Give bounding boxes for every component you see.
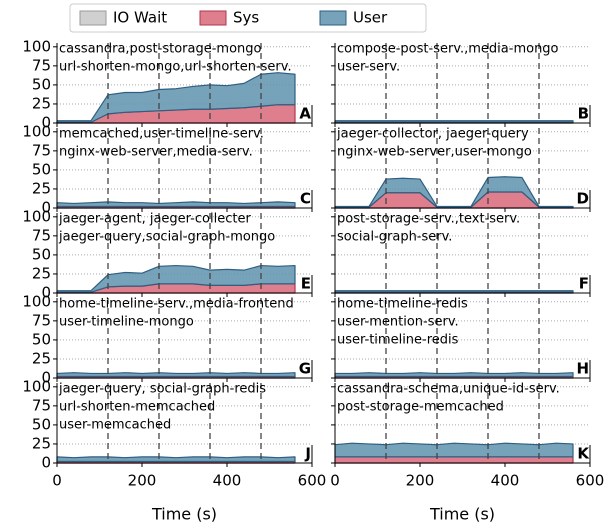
y-tick-label: 50 (32, 245, 51, 263)
y-tick-label: 0 (41, 369, 51, 387)
legend-label: IO Wait (113, 9, 167, 27)
panel-title: url-shorten-memcached (59, 400, 215, 415)
y-tick-label: 75 (32, 396, 51, 414)
panel-title: user-memcached (59, 418, 171, 433)
y-tick-label: 50 (32, 160, 51, 178)
panel-title: memcached,user-timeline-serv. (59, 127, 264, 142)
y-tick-label: 25 (32, 179, 51, 197)
x-axis-label: Time (s) (151, 505, 217, 524)
legend-swatch (79, 10, 107, 26)
y-tick-label: 75 (32, 141, 51, 159)
legend-label: User (353, 9, 388, 27)
y-tick-label: 75 (32, 56, 51, 74)
x-tick-label: 0 (52, 472, 62, 490)
x-tick-label: 400 (491, 472, 520, 490)
y-tick-label: 50 (32, 75, 51, 93)
panel-title: url-shorten-mongo,url-shorten-serv. (59, 60, 292, 75)
panel-title: home-timeline-serv.,media-frontend (59, 297, 294, 312)
panel-title: social-graph-serv. (337, 230, 452, 245)
y-tick-label: 25 (32, 264, 51, 282)
y-tick-label: 100 (22, 292, 51, 310)
panel-title: user-timeline-mongo (59, 315, 194, 330)
x-tick-label: 200 (128, 472, 157, 490)
y-tick-label: 100 (22, 207, 51, 225)
panel-title: post-storage-serv.,text-serv. (337, 212, 520, 227)
y-tick-label: 0 (41, 114, 51, 132)
panel-title: cassandra-schema,unique-id-serv. (337, 382, 560, 397)
x-tick-label: 0 (330, 472, 340, 490)
area-2 (334, 442, 574, 458)
panel-label: D (577, 190, 589, 208)
y-tick-label: 100 (22, 122, 51, 140)
panel-title: jaeger-agent, jaeger-collecter (58, 212, 251, 227)
panel-label: J (304, 445, 311, 463)
panel-title: user-mention-serv. (337, 315, 459, 330)
panel-label: K (577, 445, 590, 463)
y-tick-label: 0 (41, 199, 51, 217)
x-tick-label: 200 (406, 472, 435, 490)
area-2 (56, 72, 296, 123)
panel-label: E (301, 275, 311, 293)
x-tick-label: 600 (576, 472, 605, 490)
panel-title: jaeger-query, social-graph-redis (58, 382, 266, 397)
area-2 (334, 120, 574, 123)
area-2 (334, 176, 574, 208)
panel-title: user-timeline-redis (337, 333, 459, 348)
panel-label: C (300, 190, 311, 208)
x-axis-label: Time (s) (429, 505, 495, 524)
panel-title: jaeger-query,social-graph-mongo (58, 230, 275, 245)
panel-title: home-timeline-redis (337, 297, 468, 312)
panel-label: H (576, 360, 589, 378)
x-tick-label: 400 (213, 472, 242, 490)
panel-title: nginx-web-server,media-serv. (59, 145, 253, 160)
y-tick-label: 0 (41, 454, 51, 472)
y-tick-label: 25 (32, 349, 51, 367)
panel-label: A (299, 105, 311, 123)
y-tick-label: 75 (32, 311, 51, 329)
area-2 (334, 290, 574, 293)
x-tick-label: 600 (298, 472, 327, 490)
panel-label: F (579, 275, 589, 293)
y-tick-label: 25 (32, 94, 51, 112)
y-tick-label: 0 (41, 284, 51, 302)
y-tick-label: 25 (32, 434, 51, 452)
legend-label: Sys (233, 9, 259, 27)
panel-title: jaeger-collector, jaeger-query (336, 127, 529, 142)
panel-title: cassandra,post-storage-mongo (59, 42, 262, 57)
panel-label: B (578, 105, 589, 123)
y-tick-label: 75 (32, 226, 51, 244)
area-2 (56, 264, 296, 293)
legend-swatch (199, 10, 227, 26)
panel-title: nginx-web-server,user-mongo (337, 145, 532, 160)
area-2 (56, 201, 296, 208)
panel-title: compose-post-serv.,media-mongo (337, 42, 559, 57)
area-2 (56, 372, 296, 378)
y-tick-label: 50 (32, 330, 51, 348)
y-tick-label: 50 (32, 415, 51, 433)
panel-title: post-storage-memcached (337, 400, 504, 415)
area-2 (56, 456, 296, 463)
panel-label: G (299, 360, 311, 378)
area-2 (334, 372, 574, 378)
panel-title: user-serv. (337, 60, 400, 75)
area-1 (334, 456, 574, 464)
y-tick-label: 100 (22, 377, 51, 395)
y-tick-label: 100 (22, 37, 51, 55)
legend-swatch (319, 10, 347, 26)
